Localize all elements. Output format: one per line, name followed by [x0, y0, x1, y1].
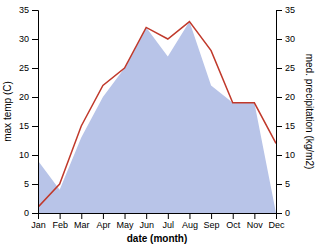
tick-mark: [233, 213, 234, 219]
tick-label: 5: [24, 179, 29, 189]
tick: Apr: [96, 213, 110, 230]
tick: Jan: [31, 213, 46, 230]
tick: 30: [276, 34, 295, 44]
tick: 10: [276, 150, 295, 160]
area: [38, 22, 276, 213]
plot-root: JanFebMarAprMayJunJulAugSepOctNovDec0510…: [2, 5, 315, 244]
tick-label: Dec: [268, 220, 285, 230]
tick: 20: [19, 92, 38, 102]
tick-label: Oct: [226, 220, 241, 230]
tick-label: Feb: [52, 220, 68, 230]
tick: Dec: [268, 213, 285, 230]
axis-line: [39, 214, 277, 220]
tick: 20: [276, 92, 295, 102]
tick-mark: [276, 68, 282, 69]
tick-mark: [276, 126, 282, 127]
tick-label: 25: [285, 63, 295, 73]
tick-mark: [276, 184, 282, 185]
tick: Oct: [226, 213, 241, 230]
tick-label: Jun: [139, 220, 154, 230]
y2-axis: 0 5 10 15 20 25 30 35: [276, 5, 295, 218]
tick-mark: [103, 213, 104, 219]
tick: 5: [276, 179, 290, 189]
tick: 5: [24, 179, 38, 189]
tick-label: 0: [24, 208, 29, 218]
y-axis-title: max temp (C): [2, 81, 13, 142]
tick: 30: [19, 34, 38, 44]
tick: Feb: [52, 213, 68, 230]
tick: 15: [19, 121, 38, 131]
tick-label: 30: [19, 34, 29, 44]
tick: 25: [19, 63, 38, 73]
y2-axis-title: med. precipitation (kg/m2): [304, 54, 315, 170]
y-axis: 0 5 10 15 20 25 30 35: [19, 5, 39, 218]
tick-mark: [189, 213, 190, 219]
tick-mark: [276, 10, 282, 11]
tick-label: Mar: [74, 220, 90, 230]
tick-label: 10: [285, 150, 295, 160]
x-axis-title: date (month): [127, 233, 188, 244]
tick: 15: [276, 121, 295, 131]
tick-mark: [32, 97, 38, 98]
tick-label: 20: [285, 92, 295, 102]
tick-mark: [254, 213, 255, 219]
axis-line: [277, 11, 283, 214]
tick: May: [117, 213, 135, 230]
line: [38, 22, 276, 208]
tick: 25: [276, 63, 295, 73]
tick: Mar: [74, 213, 90, 230]
tick-label: 25: [19, 63, 29, 73]
tick: 0: [24, 208, 38, 218]
tick: Nov: [247, 213, 264, 230]
tick-mark: [146, 213, 147, 219]
tick-label: Jul: [163, 220, 175, 230]
chart: JanFebMarAprMayJunJulAugSepOctNovDec0510…: [0, 0, 318, 247]
axis-line: [32, 11, 39, 214]
tick-mark: [32, 155, 38, 156]
tick-mark: [276, 97, 282, 98]
tick-mark: [125, 213, 126, 219]
tick-mark: [276, 213, 282, 214]
tick-mark: [211, 213, 212, 219]
tick-label: Nov: [247, 220, 264, 230]
plot-area: [38, 22, 276, 213]
tick: Jun: [139, 213, 154, 230]
tick-mark: [32, 39, 38, 40]
tick-label: Aug: [182, 220, 198, 230]
tick: Sep: [204, 213, 220, 230]
tick-label: 5: [285, 179, 290, 189]
tick: 35: [276, 5, 295, 15]
tick-label: 15: [19, 121, 29, 131]
tick-mark: [32, 126, 38, 127]
tick-label: 15: [285, 121, 295, 131]
tick: 10: [19, 150, 38, 160]
tick-mark: [276, 39, 282, 40]
tick-mark: [32, 68, 38, 69]
tick-mark: [81, 213, 82, 219]
tick-label: Sep: [204, 220, 220, 230]
tick-mark: [32, 213, 38, 214]
tick-mark: [276, 155, 282, 156]
tick-label: 10: [19, 150, 29, 160]
tick-mark: [60, 213, 61, 219]
tick-mark: [168, 213, 169, 219]
tick-label: 0: [285, 208, 290, 218]
tick-label: Jan: [31, 220, 46, 230]
tick-mark: [32, 10, 38, 11]
tick-mark: [32, 184, 38, 185]
tick-label: 20: [19, 92, 29, 102]
tick-label: 35: [19, 5, 29, 15]
tick: 35: [19, 5, 38, 15]
tick-label: 30: [285, 34, 295, 44]
x-axis: Jan Feb Mar Apr May Jun Jul Aug Sep Oct Nov Dec: [31, 213, 285, 230]
tick: 0: [276, 208, 290, 218]
tick-label: Apr: [96, 220, 110, 230]
tick: Aug: [182, 213, 198, 230]
tick: Jul: [163, 213, 175, 230]
tick-label: 35: [285, 5, 295, 15]
tick-label: May: [117, 220, 135, 230]
